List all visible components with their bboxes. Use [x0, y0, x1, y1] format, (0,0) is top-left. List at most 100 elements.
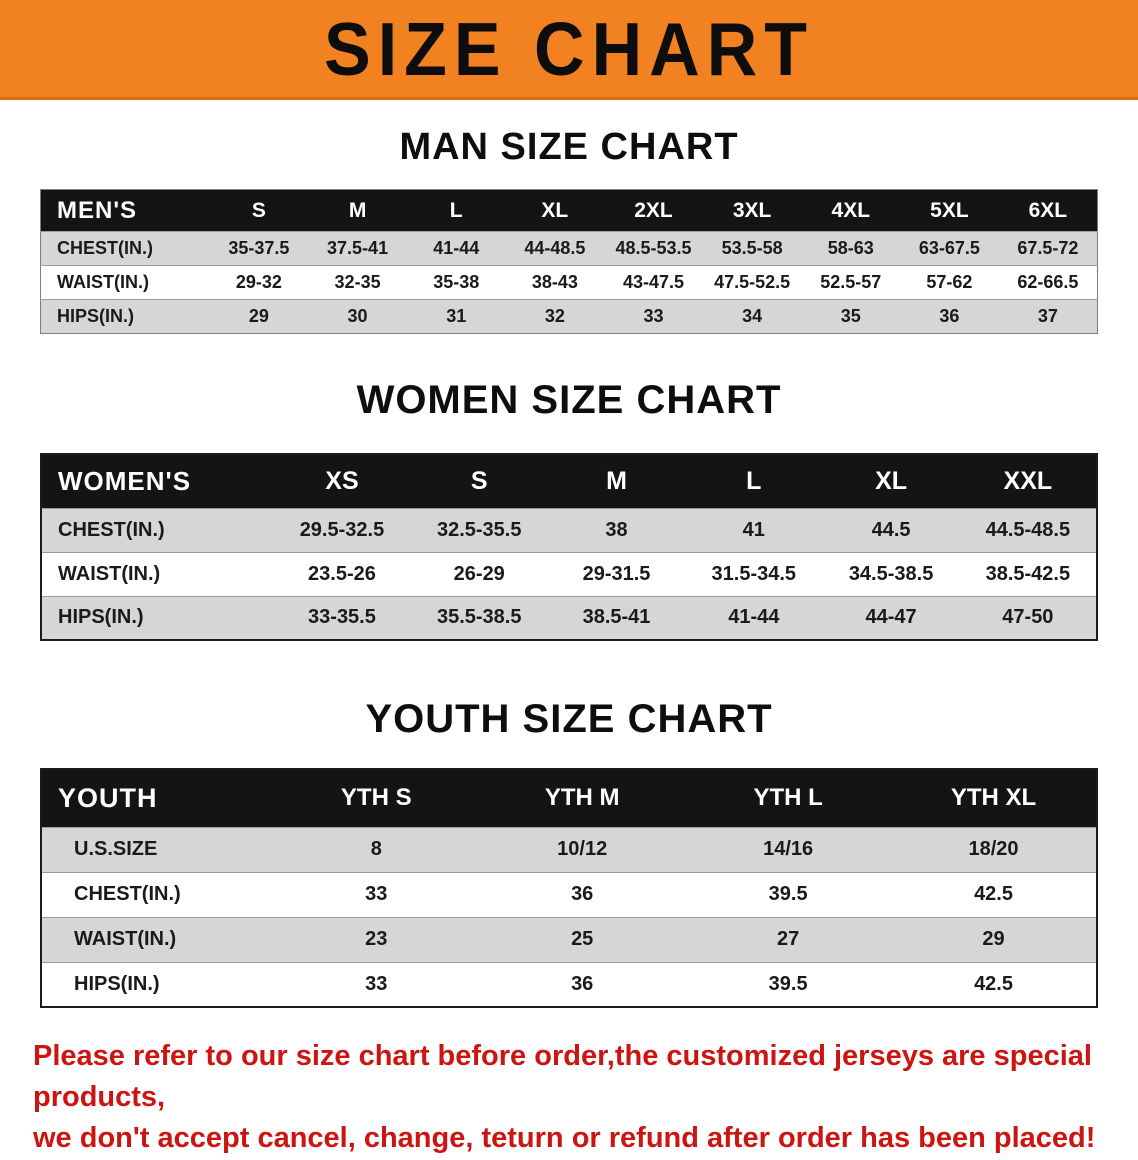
youth-size-column-header: YTH S	[273, 769, 480, 827]
youth-size-table: YOUTH YTH S YTH M YTH L YTH XL U.S.SIZE 8 10/12…	[40, 768, 1098, 1008]
men-value-cell: 32-35	[334, 272, 381, 292]
men-value-cell: 35-37.5	[228, 238, 290, 258]
women-size-column-header: L	[685, 454, 823, 508]
men-value-cell: 35	[840, 306, 861, 326]
women-value-cell: 41	[742, 518, 765, 541]
youth-value-cell: 36	[571, 883, 594, 905]
women-value-cell: 41-44	[728, 606, 780, 629]
youth-row-label: WAIST(IN.)	[74, 928, 177, 950]
men-value-cell: 30	[347, 306, 368, 326]
women-header-row: WOMEN'S XS S M L XL XXL	[41, 454, 1097, 508]
women-table-corner-label: WOMEN'S	[41, 454, 274, 508]
women-row-label: HIPS(IN.)	[58, 606, 144, 629]
youth-value-cell: 27	[776, 928, 800, 950]
youth-measurement-row: U.S.SIZE 8 10/12 14/16 18/20	[41, 827, 1097, 872]
women-value-cell: 34.5-38.5	[848, 562, 934, 585]
women-value-cell: 35.5-38.5	[436, 606, 522, 629]
women-value-cell: 26-29	[453, 562, 505, 585]
youth-section-heading: YOUTH SIZE CHART	[365, 697, 773, 741]
men-value-cell: 47.5-52.5	[714, 272, 791, 292]
men-value-cell: 32	[544, 306, 565, 326]
youth-value-cell: 25	[571, 928, 594, 950]
youth-size-column-header: YTH M	[479, 769, 686, 827]
youth-size-column-header: YTH XL	[891, 769, 1097, 827]
youth-value-cell: 18/20	[968, 838, 1019, 860]
women-size-column-header: S	[410, 454, 548, 508]
men-value-cell: 63-67.5	[918, 238, 980, 258]
men-size-column-header: 6XL	[998, 189, 1098, 232]
women-row-label: CHEST(IN.)	[58, 518, 165, 541]
women-value-cell: 47-50	[1002, 606, 1054, 629]
men-value-cell: 36	[939, 306, 960, 326]
youth-value-cell: 29	[982, 928, 1005, 950]
page-title: SIZE CHART	[324, 6, 814, 91]
men-value-cell: 48.5-53.5	[615, 238, 692, 258]
men-value-cell: 37	[1037, 306, 1058, 326]
women-value-cell: 44-47	[865, 606, 917, 629]
women-value-cell: 33-35.5	[308, 606, 376, 629]
men-value-cell: 31	[446, 306, 467, 326]
women-value-cell: 44.5	[871, 518, 911, 541]
youth-value-cell: 39.5	[768, 883, 808, 905]
men-size-column-header: 5XL	[900, 189, 999, 232]
women-value-cell: 38.5-42.5	[985, 562, 1071, 585]
men-size-column-header: L	[406, 189, 506, 232]
men-value-cell: 62-66.5	[1017, 272, 1079, 292]
youth-value-cell: 33	[365, 883, 388, 905]
disclaimer-line-2: we don't accept cancel, change, teturn o…	[33, 1122, 1096, 1155]
men-value-cell: 33	[643, 306, 664, 326]
men-table-corner-label: MEN'S	[40, 189, 210, 232]
men-size-column-header: XL	[505, 189, 605, 232]
women-size-column-header: XS	[273, 454, 411, 508]
men-size-column-header: 2XL	[604, 189, 703, 232]
women-value-cell: 44.5-48.5	[985, 518, 1071, 541]
youth-measurement-row: WAIST(IN.) 23 25 27 29	[41, 917, 1097, 962]
women-measurement-row: CHEST(IN.) 29.5-32.5 32.5-35.5 38 41 44.5 44.5…	[41, 508, 1097, 552]
youth-value-cell: 33	[365, 972, 388, 995]
men-row-label: CHEST(IN.)	[57, 238, 153, 258]
youth-row-label: U.S.SIZE	[74, 838, 158, 860]
men-value-cell: 35-38	[433, 272, 480, 292]
youth-value-cell: 42.5	[974, 972, 1013, 995]
women-value-cell: 23.5-26	[308, 562, 376, 585]
women-value-cell: 32.5-35.5	[436, 518, 522, 541]
youth-header-row: YOUTH YTH S YTH M YTH L YTH XL	[41, 769, 1097, 827]
youth-table-corner-label: YOUTH	[41, 769, 274, 827]
disclaimer-note: Please refer to our size chart before or…	[33, 1036, 1105, 1160]
women-value-cell: 29.5-32.5	[299, 518, 385, 541]
men-value-cell: 43-47.5	[622, 272, 685, 292]
men-value-cell: 53.5-58	[721, 238, 783, 258]
men-row-label: WAIST(IN.)	[57, 272, 149, 292]
men-size-column-header: S	[209, 189, 309, 232]
men-size-column-header: M	[308, 189, 407, 232]
men-measurement-row: HIPS(IN.) 29 30 31 32 33 34 35 36 37	[40, 299, 1098, 334]
men-value-cell: 58-63	[827, 238, 874, 258]
top-banner: SIZE CHART	[0, 0, 1138, 100]
youth-value-cell: 36	[571, 972, 594, 995]
men-header-row: MEN'S S M L XL 2XL 3XL 4XL 5XL 6XL	[40, 189, 1098, 232]
youth-row-label: CHEST(IN.)	[74, 883, 181, 905]
disclaimer-line-1: Please refer to our size chart before or…	[33, 1040, 1092, 1114]
women-size-table: WOMEN'S XS S M L XL XXL CHEST(IN.) 29.5-32.5 32.5…	[40, 453, 1098, 641]
men-value-cell: 37.5-41	[327, 238, 389, 258]
men-measurement-row: CHEST(IN.) 35-37.5 37.5-41 41-44 44-48.5 48.5…	[40, 231, 1098, 266]
women-value-cell: 38	[605, 518, 628, 541]
women-row-label: WAIST(IN.)	[58, 562, 161, 585]
youth-value-cell: 10/12	[557, 838, 608, 860]
youth-measurement-row: HIPS(IN.) 33 36 39.5 42.5	[41, 962, 1097, 1007]
youth-value-cell: 14/16	[763, 838, 814, 860]
youth-row-label: HIPS(IN.)	[74, 972, 160, 995]
men-value-cell: 29	[248, 306, 269, 326]
men-value-cell: 29-32	[235, 272, 282, 292]
youth-value-cell: 8	[370, 838, 382, 860]
youth-value-cell: 39.5	[768, 972, 808, 995]
men-size-column-header: 4XL	[801, 189, 901, 232]
men-value-cell: 44-48.5	[524, 238, 586, 258]
women-value-cell: 38.5-41	[582, 606, 651, 629]
men-size-table: MEN'S S M L XL 2XL 3XL 4XL 5XL 6XL CHEST(IN.) 35-37…	[40, 189, 1098, 334]
men-section-heading: MAN SIZE CHART	[399, 126, 739, 168]
women-size-column-header: XL	[822, 454, 960, 508]
men-value-cell: 41-44	[433, 238, 480, 258]
women-size-column-header: XXL	[959, 454, 1097, 508]
men-value-cell: 34	[742, 306, 763, 326]
